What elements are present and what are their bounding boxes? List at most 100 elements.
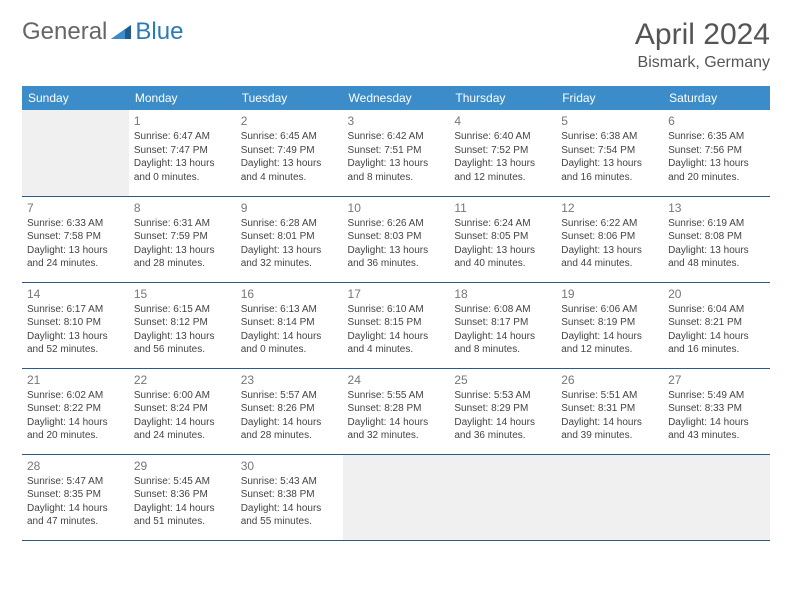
- sunrise-text: Sunrise: 6:35 AM: [668, 130, 765, 144]
- calendar-cell: [22, 110, 129, 196]
- day-number: 24: [348, 372, 445, 388]
- day-number: 10: [348, 200, 445, 216]
- calendar-week-row: 7Sunrise: 6:33 AMSunset: 7:58 PMDaylight…: [22, 196, 770, 282]
- sunrise-text: Sunrise: 5:57 AM: [241, 389, 338, 403]
- sunset-text: Sunset: 8:21 PM: [668, 316, 765, 330]
- calendar-cell: 15Sunrise: 6:15 AMSunset: 8:12 PMDayligh…: [129, 282, 236, 368]
- sunset-text: Sunset: 8:31 PM: [561, 402, 658, 416]
- day-number: 11: [454, 200, 551, 216]
- day-number: 30: [241, 458, 338, 474]
- sunset-text: Sunset: 7:49 PM: [241, 144, 338, 158]
- sunset-text: Sunset: 7:47 PM: [134, 144, 231, 158]
- day-number: 9: [241, 200, 338, 216]
- sunrise-text: Sunrise: 5:47 AM: [27, 475, 124, 489]
- sunrise-text: Sunrise: 6:19 AM: [668, 217, 765, 231]
- sunset-text: Sunset: 8:14 PM: [241, 316, 338, 330]
- day-number: 3: [348, 113, 445, 129]
- calendar-week-row: 1Sunrise: 6:47 AMSunset: 7:47 PMDaylight…: [22, 110, 770, 196]
- day-number: 26: [561, 372, 658, 388]
- sunrise-text: Sunrise: 6:10 AM: [348, 303, 445, 317]
- calendar-cell: 12Sunrise: 6:22 AMSunset: 8:06 PMDayligh…: [556, 196, 663, 282]
- column-header: Monday: [129, 86, 236, 110]
- day-number: 16: [241, 286, 338, 302]
- sunrise-text: Sunrise: 6:13 AM: [241, 303, 338, 317]
- sunrise-text: Sunrise: 6:33 AM: [27, 217, 124, 231]
- calendar-cell: 28Sunrise: 5:47 AMSunset: 8:35 PMDayligh…: [22, 454, 129, 540]
- calendar-cell: 23Sunrise: 5:57 AMSunset: 8:26 PMDayligh…: [236, 368, 343, 454]
- daylight-text: Daylight: 13 hours and 44 minutes.: [561, 244, 658, 271]
- day-number: 21: [27, 372, 124, 388]
- calendar-cell: 14Sunrise: 6:17 AMSunset: 8:10 PMDayligh…: [22, 282, 129, 368]
- calendar-cell: 11Sunrise: 6:24 AMSunset: 8:05 PMDayligh…: [449, 196, 556, 282]
- day-number: 29: [134, 458, 231, 474]
- sunrise-text: Sunrise: 5:43 AM: [241, 475, 338, 489]
- brand-logo: General Blue: [22, 18, 183, 46]
- sunset-text: Sunset: 8:12 PM: [134, 316, 231, 330]
- calendar-cell: [663, 454, 770, 540]
- day-number: 13: [668, 200, 765, 216]
- daylight-text: Daylight: 13 hours and 8 minutes.: [348, 157, 445, 184]
- sunrise-text: Sunrise: 6:31 AM: [134, 217, 231, 231]
- sunrise-text: Sunrise: 6:17 AM: [27, 303, 124, 317]
- sunset-text: Sunset: 8:35 PM: [27, 488, 124, 502]
- daylight-text: Daylight: 13 hours and 32 minutes.: [241, 244, 338, 271]
- calendar-cell: 3Sunrise: 6:42 AMSunset: 7:51 PMDaylight…: [343, 110, 450, 196]
- daylight-text: Daylight: 14 hours and 39 minutes.: [561, 416, 658, 443]
- sunrise-text: Sunrise: 6:28 AM: [241, 217, 338, 231]
- header: General Blue April 2024 Bismark, Germany: [22, 18, 770, 72]
- day-number: 20: [668, 286, 765, 302]
- sunrise-text: Sunrise: 6:06 AM: [561, 303, 658, 317]
- daylight-text: Daylight: 13 hours and 28 minutes.: [134, 244, 231, 271]
- day-number: 28: [27, 458, 124, 474]
- sunset-text: Sunset: 8:38 PM: [241, 488, 338, 502]
- column-header: Tuesday: [236, 86, 343, 110]
- sunset-text: Sunset: 7:54 PM: [561, 144, 658, 158]
- calendar-cell: 18Sunrise: 6:08 AMSunset: 8:17 PMDayligh…: [449, 282, 556, 368]
- calendar-cell: 27Sunrise: 5:49 AMSunset: 8:33 PMDayligh…: [663, 368, 770, 454]
- calendar-cell: 21Sunrise: 6:02 AMSunset: 8:22 PMDayligh…: [22, 368, 129, 454]
- calendar-cell: 8Sunrise: 6:31 AMSunset: 7:59 PMDaylight…: [129, 196, 236, 282]
- sunrise-text: Sunrise: 6:00 AM: [134, 389, 231, 403]
- column-header: Sunday: [22, 86, 129, 110]
- sunrise-text: Sunrise: 6:08 AM: [454, 303, 551, 317]
- day-number: 18: [454, 286, 551, 302]
- daylight-text: Daylight: 13 hours and 36 minutes.: [348, 244, 445, 271]
- daylight-text: Daylight: 14 hours and 20 minutes.: [27, 416, 124, 443]
- column-header: Friday: [556, 86, 663, 110]
- day-number: 1: [134, 113, 231, 129]
- calendar-cell: 17Sunrise: 6:10 AMSunset: 8:15 PMDayligh…: [343, 282, 450, 368]
- day-number: 2: [241, 113, 338, 129]
- sunrise-text: Sunrise: 5:51 AM: [561, 389, 658, 403]
- daylight-text: Daylight: 13 hours and 48 minutes.: [668, 244, 765, 271]
- daylight-text: Daylight: 14 hours and 36 minutes.: [454, 416, 551, 443]
- day-number: 14: [27, 286, 124, 302]
- sunrise-text: Sunrise: 5:53 AM: [454, 389, 551, 403]
- calendar-cell: [343, 454, 450, 540]
- calendar-table: SundayMondayTuesdayWednesdayThursdayFrid…: [22, 86, 770, 541]
- calendar-week-row: 21Sunrise: 6:02 AMSunset: 8:22 PMDayligh…: [22, 368, 770, 454]
- day-number: 6: [668, 113, 765, 129]
- sunset-text: Sunset: 8:06 PM: [561, 230, 658, 244]
- sunset-text: Sunset: 7:52 PM: [454, 144, 551, 158]
- daylight-text: Daylight: 13 hours and 24 minutes.: [27, 244, 124, 271]
- sunset-text: Sunset: 8:36 PM: [134, 488, 231, 502]
- sunrise-text: Sunrise: 6:22 AM: [561, 217, 658, 231]
- sunset-text: Sunset: 8:05 PM: [454, 230, 551, 244]
- sunrise-text: Sunrise: 6:15 AM: [134, 303, 231, 317]
- page-subtitle: Bismark, Germany: [635, 54, 770, 72]
- page-title: April 2024: [635, 18, 770, 52]
- brand-triangle-icon: [111, 18, 131, 46]
- sunset-text: Sunset: 8:10 PM: [27, 316, 124, 330]
- sunrise-text: Sunrise: 5:45 AM: [134, 475, 231, 489]
- calendar-cell: 22Sunrise: 6:00 AMSunset: 8:24 PMDayligh…: [129, 368, 236, 454]
- calendar-cell: 9Sunrise: 6:28 AMSunset: 8:01 PMDaylight…: [236, 196, 343, 282]
- daylight-text: Daylight: 13 hours and 16 minutes.: [561, 157, 658, 184]
- calendar-cell: [556, 454, 663, 540]
- daylight-text: Daylight: 14 hours and 51 minutes.: [134, 502, 231, 529]
- daylight-text: Daylight: 14 hours and 4 minutes.: [348, 330, 445, 357]
- calendar-cell: 13Sunrise: 6:19 AMSunset: 8:08 PMDayligh…: [663, 196, 770, 282]
- sunrise-text: Sunrise: 5:49 AM: [668, 389, 765, 403]
- sunset-text: Sunset: 7:58 PM: [27, 230, 124, 244]
- day-number: 19: [561, 286, 658, 302]
- calendar-cell: 29Sunrise: 5:45 AMSunset: 8:36 PMDayligh…: [129, 454, 236, 540]
